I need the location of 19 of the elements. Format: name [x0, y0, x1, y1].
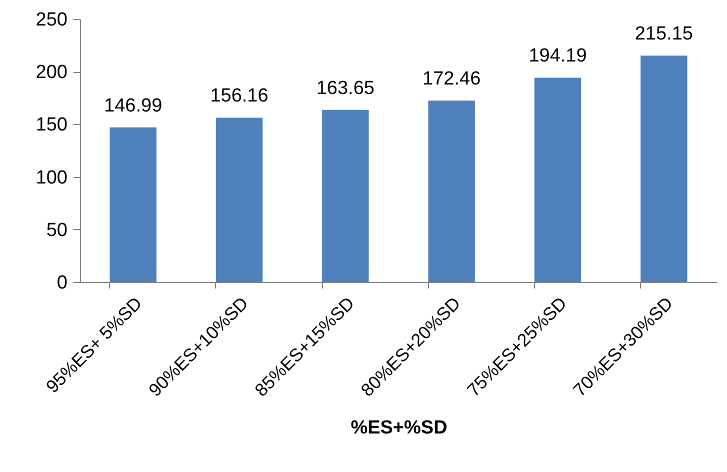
y-tick-label: 200	[36, 62, 68, 84]
data-label: 215.15	[634, 24, 693, 45]
data-label: 146.99	[104, 95, 162, 116]
data-label: 163.65	[316, 78, 374, 99]
data-label: 172.46	[422, 68, 481, 90]
bar	[322, 110, 369, 282]
y-tick-label: 50	[46, 220, 68, 241]
bar	[640, 56, 688, 282]
y-tick-label: 100	[36, 167, 68, 188]
bar	[428, 100, 475, 282]
bar	[216, 118, 263, 282]
x-axis-title: %ES+%SD	[350, 417, 448, 438]
y-tick-label: 250	[36, 10, 68, 30]
data-label: 194.19	[528, 46, 587, 67]
y-tick-label: 150	[36, 114, 68, 136]
data-label: 156.16	[210, 86, 268, 107]
bar	[110, 127, 156, 282]
y-tick-label: 0	[56, 272, 68, 294]
bar	[534, 78, 582, 282]
